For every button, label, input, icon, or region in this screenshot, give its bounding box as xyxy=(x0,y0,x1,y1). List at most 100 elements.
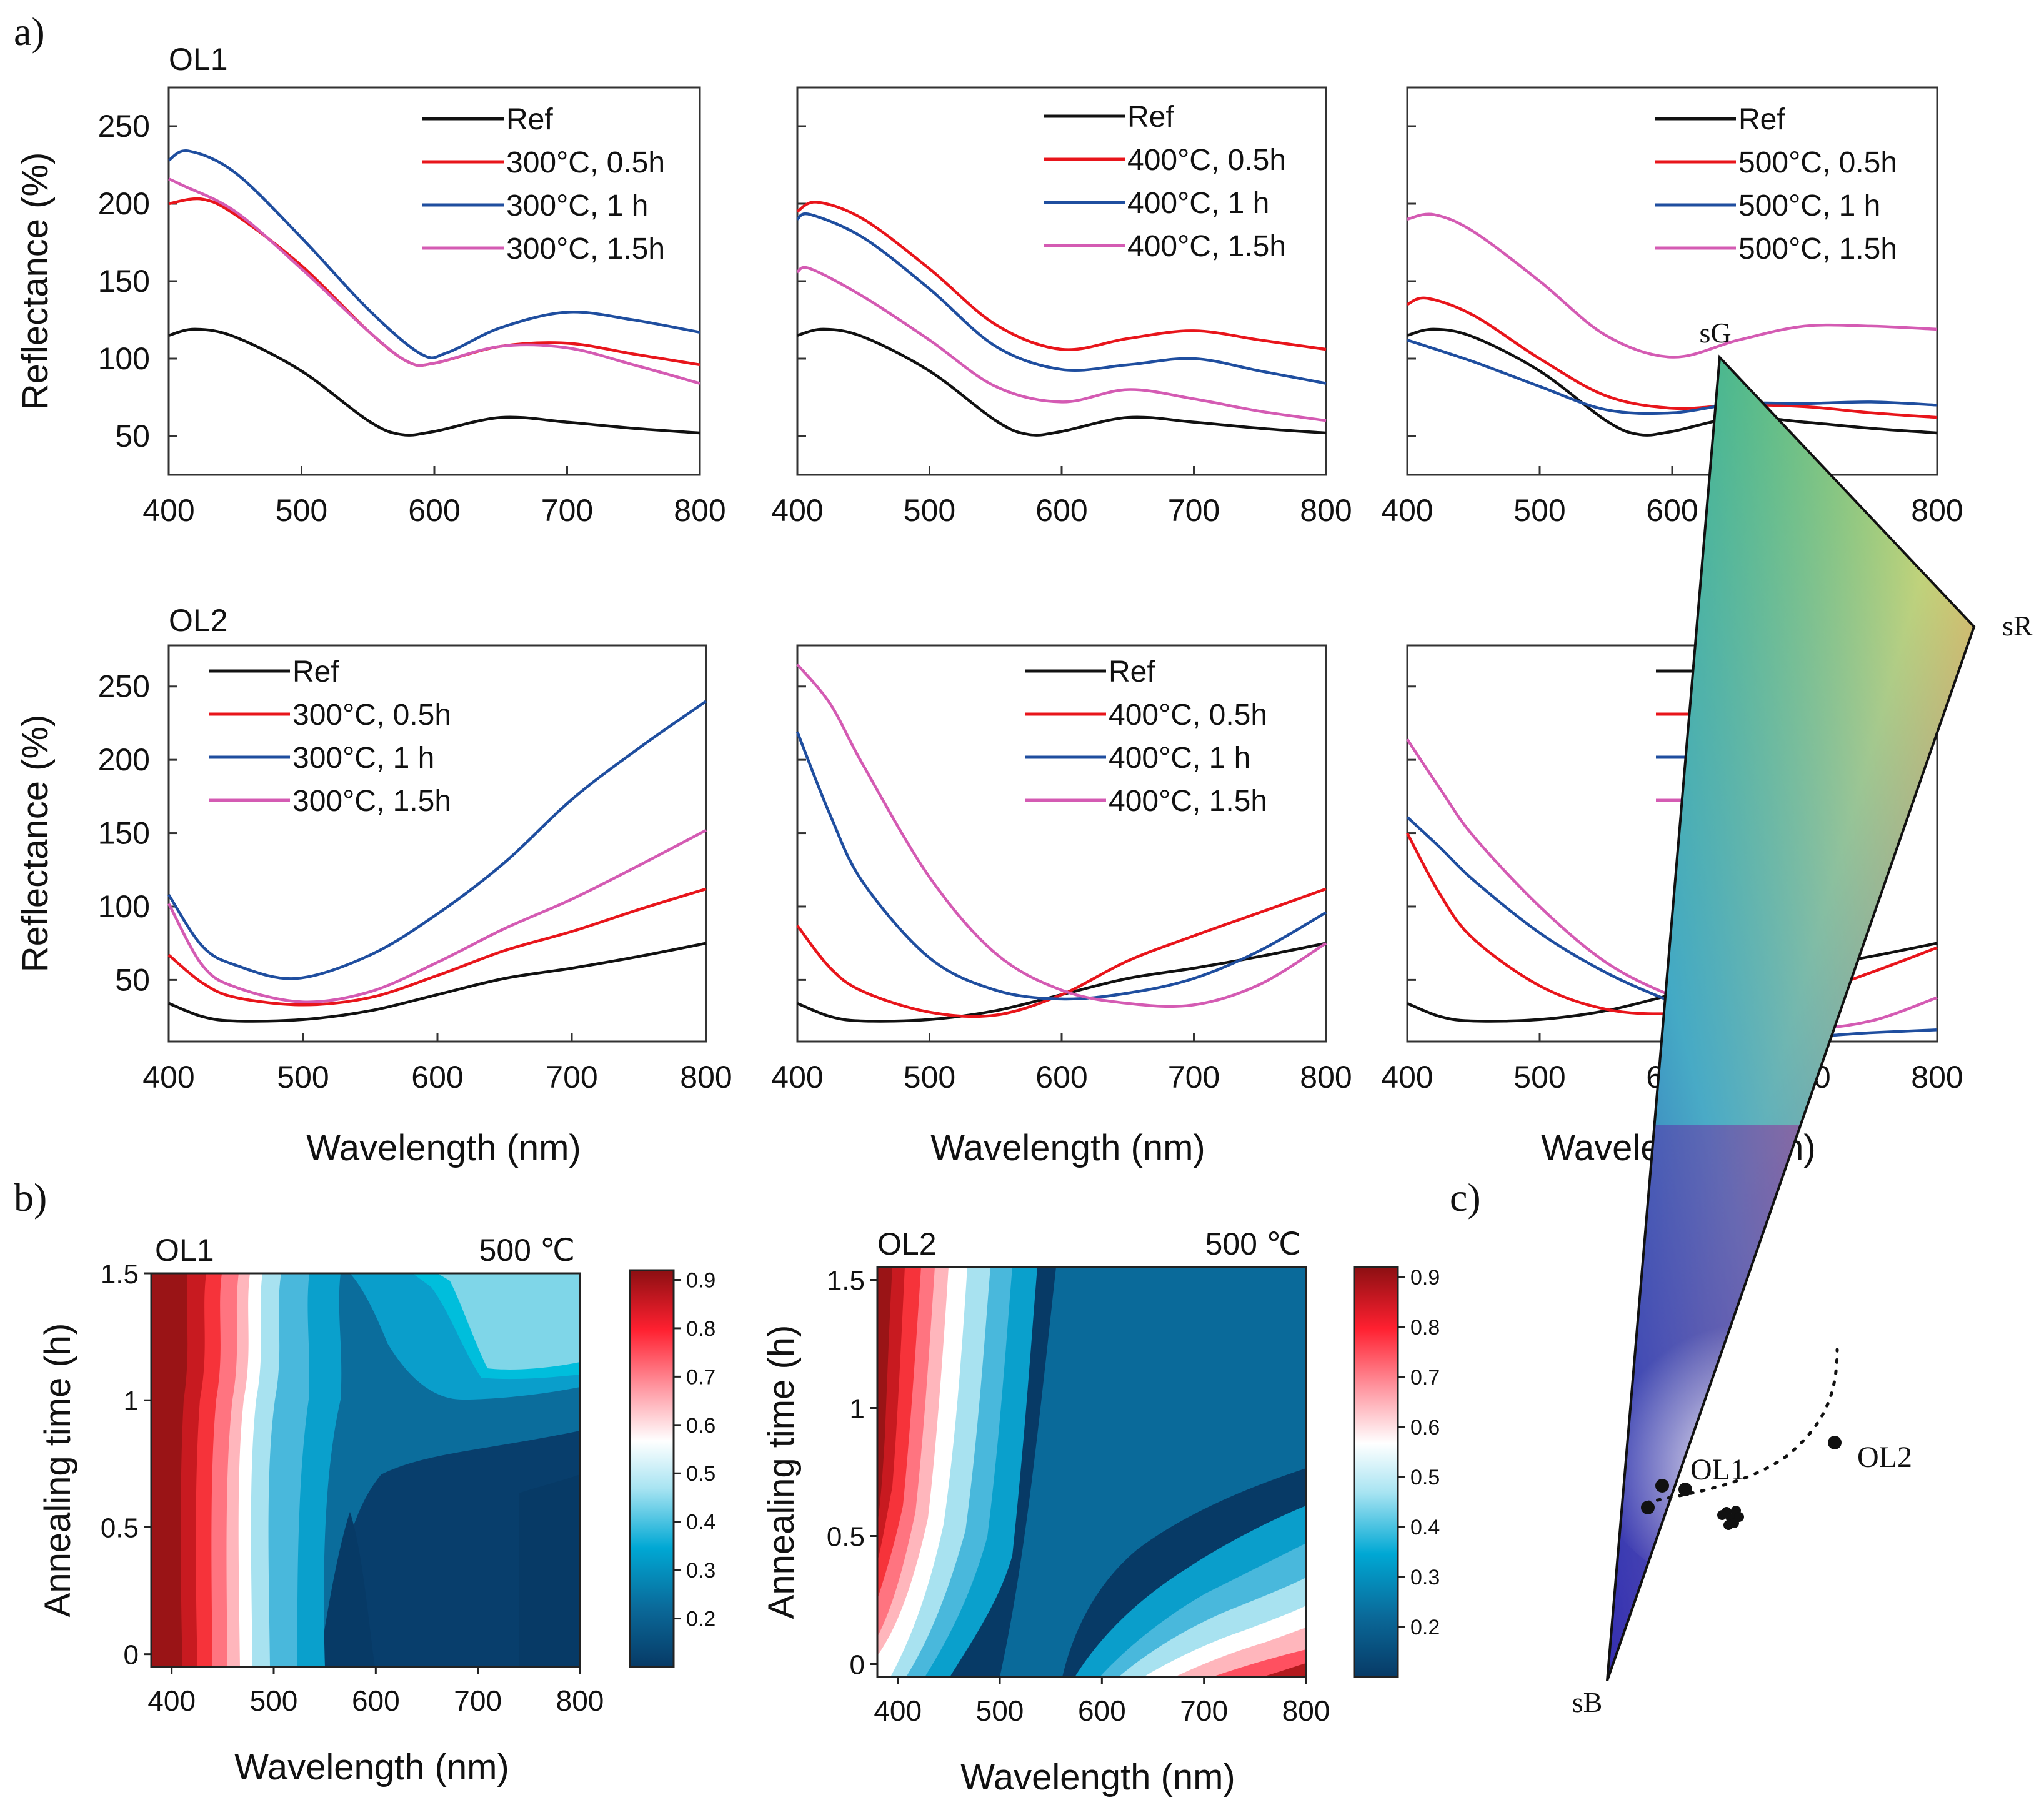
x-tick-label: 400 xyxy=(142,493,194,528)
x-tick-label: 500 xyxy=(277,1060,329,1095)
y-tick-label: 200 xyxy=(98,742,150,777)
line-panel-OL2-400: 400 500 600 700 800 Wavelength (nm) Ref 400°C, … xyxy=(771,644,1352,1168)
x-tick-label: 600 xyxy=(1646,493,1698,528)
x-tick-label: 400 xyxy=(142,1060,194,1095)
line-panel-OL2-300: 400 500 600 700 800 50 100 150 200 250 Reflectance… xyxy=(15,644,732,1168)
vertex-label-sg: sG xyxy=(1699,317,1731,349)
heatmap-axes-OL1: 400 500 600 700 800 0 0.5 1 1.5 Annealing time (h… xyxy=(37,1259,604,1788)
group-label-ol2: OL2 xyxy=(169,603,228,638)
plot-frame xyxy=(167,86,701,476)
colorbar-tick-label: 0.3 xyxy=(1410,1566,1440,1589)
legend-label: 400°C, 1 h xyxy=(1109,742,1250,775)
heatmap-ol2-temp: 500 ℃ xyxy=(1205,1226,1301,1261)
series-line xyxy=(1407,212,1938,359)
heatmap-ol2: OL2 500 ℃ xyxy=(876,1226,1307,1678)
line-panel-OL1-300: 400 500 600 700 800 50 100 150 200 250 Reflectance… xyxy=(15,86,726,528)
group-label-ol1: OL1 xyxy=(169,42,228,77)
y-tick-label: 0 xyxy=(124,1640,139,1671)
colorbar-tick-label: 0.6 xyxy=(686,1414,715,1438)
series-line xyxy=(168,327,700,437)
y-tick-label: 250 xyxy=(98,109,150,144)
x-tick-label: 700 xyxy=(454,1684,502,1717)
x-tick-label: 500 xyxy=(276,493,327,528)
series-line xyxy=(167,149,700,359)
panel-label-a: a) xyxy=(14,9,45,54)
x-tick-label: 800 xyxy=(680,1060,732,1095)
legend-label: 300°C, 1.5h xyxy=(292,785,451,818)
panel-label-b: b) xyxy=(14,1175,47,1220)
y-tick-label: 0 xyxy=(850,1650,865,1681)
legend-label: 300°C, 1 h xyxy=(292,742,434,775)
legend-label: Ref xyxy=(506,103,553,136)
y-tick-label: 1 xyxy=(124,1386,139,1416)
legend-label: 500°C, 1.5h xyxy=(1738,232,1897,266)
series-line xyxy=(797,942,1327,1023)
series-line xyxy=(167,887,707,1007)
y-tick-label: 100 xyxy=(98,889,150,924)
x-tick-label: 800 xyxy=(1911,493,1963,528)
heatmap-axes-OL2: 400 500 600 700 800 0 0.5 1 1.5 Annealing time (h… xyxy=(761,1266,1330,1798)
y-axis-label: Annealing time (h) xyxy=(37,1323,78,1618)
colorbar-tick-label: 0.9 xyxy=(686,1268,715,1292)
x-tick-label: 800 xyxy=(556,1684,604,1717)
legend-label: Ref xyxy=(1127,101,1174,134)
y-tick-label: 1 xyxy=(850,1394,865,1425)
y-tick-label: 150 xyxy=(98,264,150,299)
legend-label: Ref xyxy=(1109,655,1155,689)
legend-label: 400°C, 0.5h xyxy=(1127,144,1286,177)
color-triangle: sG sR sB OL1 OL2 xyxy=(1572,317,2033,1718)
colorbar-ol1: 0.2 0.3 0.4 0.5 0.6 0.7 0.8 0.9 xyxy=(629,1268,715,1668)
legend-label: 300°C, 0.5h xyxy=(292,699,451,732)
heatmap-ol1-temp: 500 ℃ xyxy=(479,1233,575,1268)
x-tick-label: 800 xyxy=(674,493,725,528)
x-tick-label: 500 xyxy=(904,493,955,528)
series-line xyxy=(168,177,700,385)
legend-label: 400°C, 1.5h xyxy=(1127,230,1286,263)
x-tick-label: 500 xyxy=(976,1694,1024,1727)
legend-label: 500°C, 1 h xyxy=(1738,189,1880,222)
series-line xyxy=(1407,327,1938,437)
colorbar-tick-label: 0.7 xyxy=(1410,1366,1440,1390)
colorbar-tick-label: 0.2 xyxy=(1410,1616,1440,1639)
legend-label: 300°C, 1 h xyxy=(506,189,648,222)
chromaticity-point xyxy=(1717,1510,1727,1520)
y-axis-label: Reflectance (%) xyxy=(15,715,56,973)
chromaticity-point xyxy=(1734,1512,1744,1522)
x-tick-label: 700 xyxy=(546,1060,597,1095)
x-axis-label: Wavelength (nm) xyxy=(930,1128,1205,1168)
x-tick-label: 800 xyxy=(1300,493,1352,528)
series-line xyxy=(167,700,707,980)
x-tick-label: 500 xyxy=(904,1060,955,1095)
series-line xyxy=(796,201,1327,351)
series-line xyxy=(795,731,1327,1001)
series-line xyxy=(168,197,700,367)
series-line xyxy=(796,887,1327,1018)
x-tick-label: 700 xyxy=(1180,1694,1228,1727)
x-tick-label: 600 xyxy=(408,493,460,528)
legend-label: Ref xyxy=(1738,103,1785,136)
legend-label: 400°C, 1 h xyxy=(1127,187,1269,220)
y-axis-label: Reflectance (%) xyxy=(15,152,56,410)
chromaticity-point xyxy=(1641,1501,1655,1514)
x-tick-label: 500 xyxy=(1513,1060,1565,1095)
x-tick-label: 700 xyxy=(541,493,593,528)
chromaticity-point xyxy=(1655,1479,1669,1493)
chromaticity-point xyxy=(1723,1520,1733,1530)
x-tick-label: 600 xyxy=(411,1060,463,1095)
x-tick-label: 800 xyxy=(1282,1694,1330,1727)
y-tick-label: 50 xyxy=(115,419,150,454)
y-tick-label: 200 xyxy=(98,186,150,221)
y-axis-label: Annealing time (h) xyxy=(761,1325,802,1619)
y-tick-label: 100 xyxy=(98,341,150,376)
legend-label: 300°C, 0.5h xyxy=(506,146,665,179)
y-tick-label: 1.5 xyxy=(101,1259,139,1290)
y-tick-label: 0.5 xyxy=(101,1513,139,1543)
x-axis-label: Wavelength (nm) xyxy=(960,1757,1235,1798)
x-tick-label: 400 xyxy=(771,493,823,528)
x-axis-label: Wavelength (nm) xyxy=(234,1747,509,1788)
vertex-label-sb: sB xyxy=(1572,1686,1603,1718)
x-tick-label: 600 xyxy=(1078,1694,1126,1727)
x-tick-label: 600 xyxy=(1035,1060,1087,1095)
triangle-label-ol1: OL1 xyxy=(1690,1453,1745,1486)
